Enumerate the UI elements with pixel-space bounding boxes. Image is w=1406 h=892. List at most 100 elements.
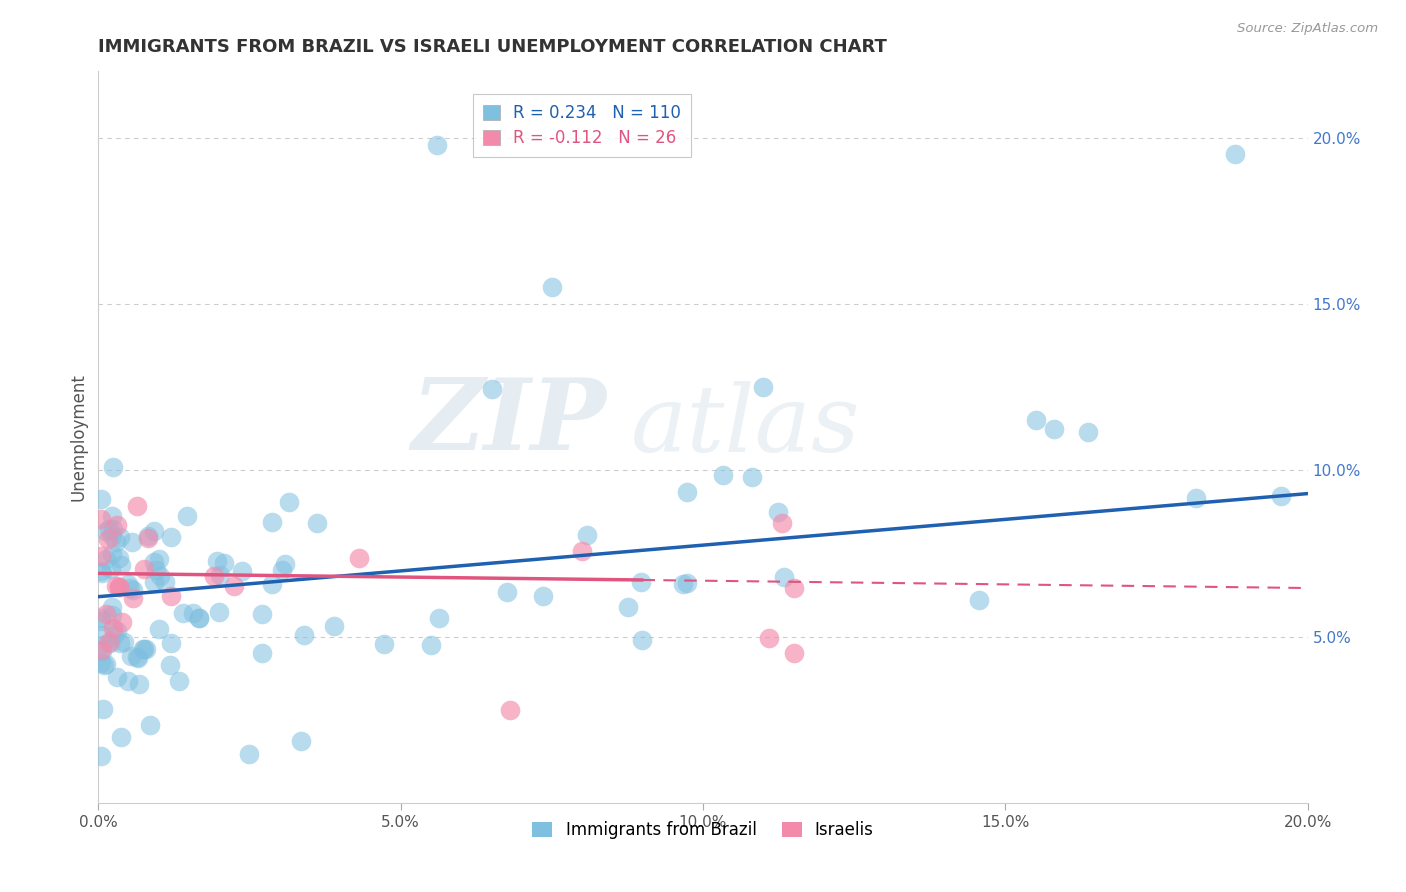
Point — [96, 657, 118, 672]
Text: Source: ZipAtlas.com: Source: ZipAtlas.com — [1237, 22, 1378, 36]
Point — [1077, 425, 1099, 440]
Point — [630, 632, 652, 647]
Point — [1270, 489, 1292, 503]
Point — [758, 632, 780, 646]
Point — [90, 492, 112, 507]
Point — [101, 607, 124, 622]
Point — [90, 511, 112, 525]
Point — [1042, 422, 1064, 436]
Point — [419, 639, 441, 653]
Point — [127, 500, 149, 514]
Point — [108, 581, 131, 595]
Point — [181, 607, 204, 621]
Point — [571, 544, 593, 558]
Point — [104, 535, 127, 549]
Legend: Immigrants from Brazil, Israelis: Immigrants from Brazil, Israelis — [526, 814, 880, 846]
Point — [153, 574, 176, 589]
Point — [111, 615, 134, 629]
Point — [91, 566, 114, 581]
Point — [108, 636, 131, 650]
Point — [426, 137, 449, 152]
Point — [121, 582, 143, 597]
Point — [100, 562, 122, 576]
Point — [94, 524, 117, 538]
Point — [105, 624, 128, 639]
Point — [100, 548, 122, 562]
Point — [481, 382, 503, 396]
Point — [172, 606, 194, 620]
Point — [1223, 147, 1246, 161]
Text: ZIP: ZIP — [412, 375, 606, 471]
Point — [262, 576, 284, 591]
Point — [128, 676, 150, 690]
Point — [231, 564, 253, 578]
Text: atlas: atlas — [630, 381, 860, 471]
Point — [576, 527, 599, 541]
Point — [160, 636, 183, 650]
Point — [187, 610, 209, 624]
Point — [202, 569, 225, 583]
Point — [752, 380, 775, 394]
Point — [427, 611, 450, 625]
Point — [105, 670, 128, 684]
Point — [159, 530, 181, 544]
Point — [98, 636, 121, 650]
Point — [630, 575, 652, 590]
Point — [134, 562, 156, 576]
Point — [93, 658, 115, 673]
Point — [305, 516, 328, 530]
Point — [149, 569, 172, 583]
Point — [783, 581, 806, 595]
Point — [120, 648, 142, 663]
Point — [101, 622, 124, 636]
Point — [125, 649, 148, 664]
Point — [672, 577, 695, 591]
Point — [90, 656, 112, 670]
Point — [766, 505, 789, 519]
Point — [711, 467, 734, 482]
Point — [783, 646, 806, 660]
Point — [143, 555, 166, 569]
Point — [127, 651, 149, 665]
Point — [540, 280, 562, 294]
Point — [498, 703, 520, 717]
Point — [148, 623, 170, 637]
Point — [90, 615, 112, 629]
Text: IMMIGRANTS FROM BRAZIL VS ISRAELI UNEMPLOYMENT CORRELATION CHART: IMMIGRANTS FROM BRAZIL VS ISRAELI UNEMPL… — [98, 38, 887, 56]
Point — [772, 570, 794, 584]
Point — [373, 637, 395, 651]
Point — [290, 733, 312, 747]
Point — [347, 550, 370, 565]
Point — [169, 673, 191, 688]
Point — [208, 568, 231, 582]
Point — [121, 534, 143, 549]
Point — [117, 576, 139, 591]
Point — [1024, 413, 1046, 427]
Point — [103, 628, 125, 642]
Point — [94, 607, 117, 621]
Point — [117, 673, 139, 688]
Point — [108, 580, 131, 594]
Point — [142, 524, 165, 539]
Point — [277, 495, 299, 509]
Point — [322, 619, 344, 633]
Point — [90, 644, 112, 658]
Point — [90, 549, 112, 563]
Point — [274, 557, 297, 571]
Point — [90, 642, 112, 657]
Point — [132, 641, 155, 656]
Point — [101, 529, 124, 543]
Point — [101, 460, 124, 475]
Point — [214, 556, 236, 570]
Point — [97, 532, 120, 546]
Point — [97, 521, 120, 535]
Point — [270, 563, 292, 577]
Point — [770, 516, 793, 530]
Point — [741, 470, 763, 484]
Point — [136, 532, 159, 546]
Point — [105, 518, 128, 533]
Point — [108, 551, 131, 566]
Point — [93, 702, 115, 716]
Point — [531, 589, 554, 603]
Point — [262, 515, 284, 529]
